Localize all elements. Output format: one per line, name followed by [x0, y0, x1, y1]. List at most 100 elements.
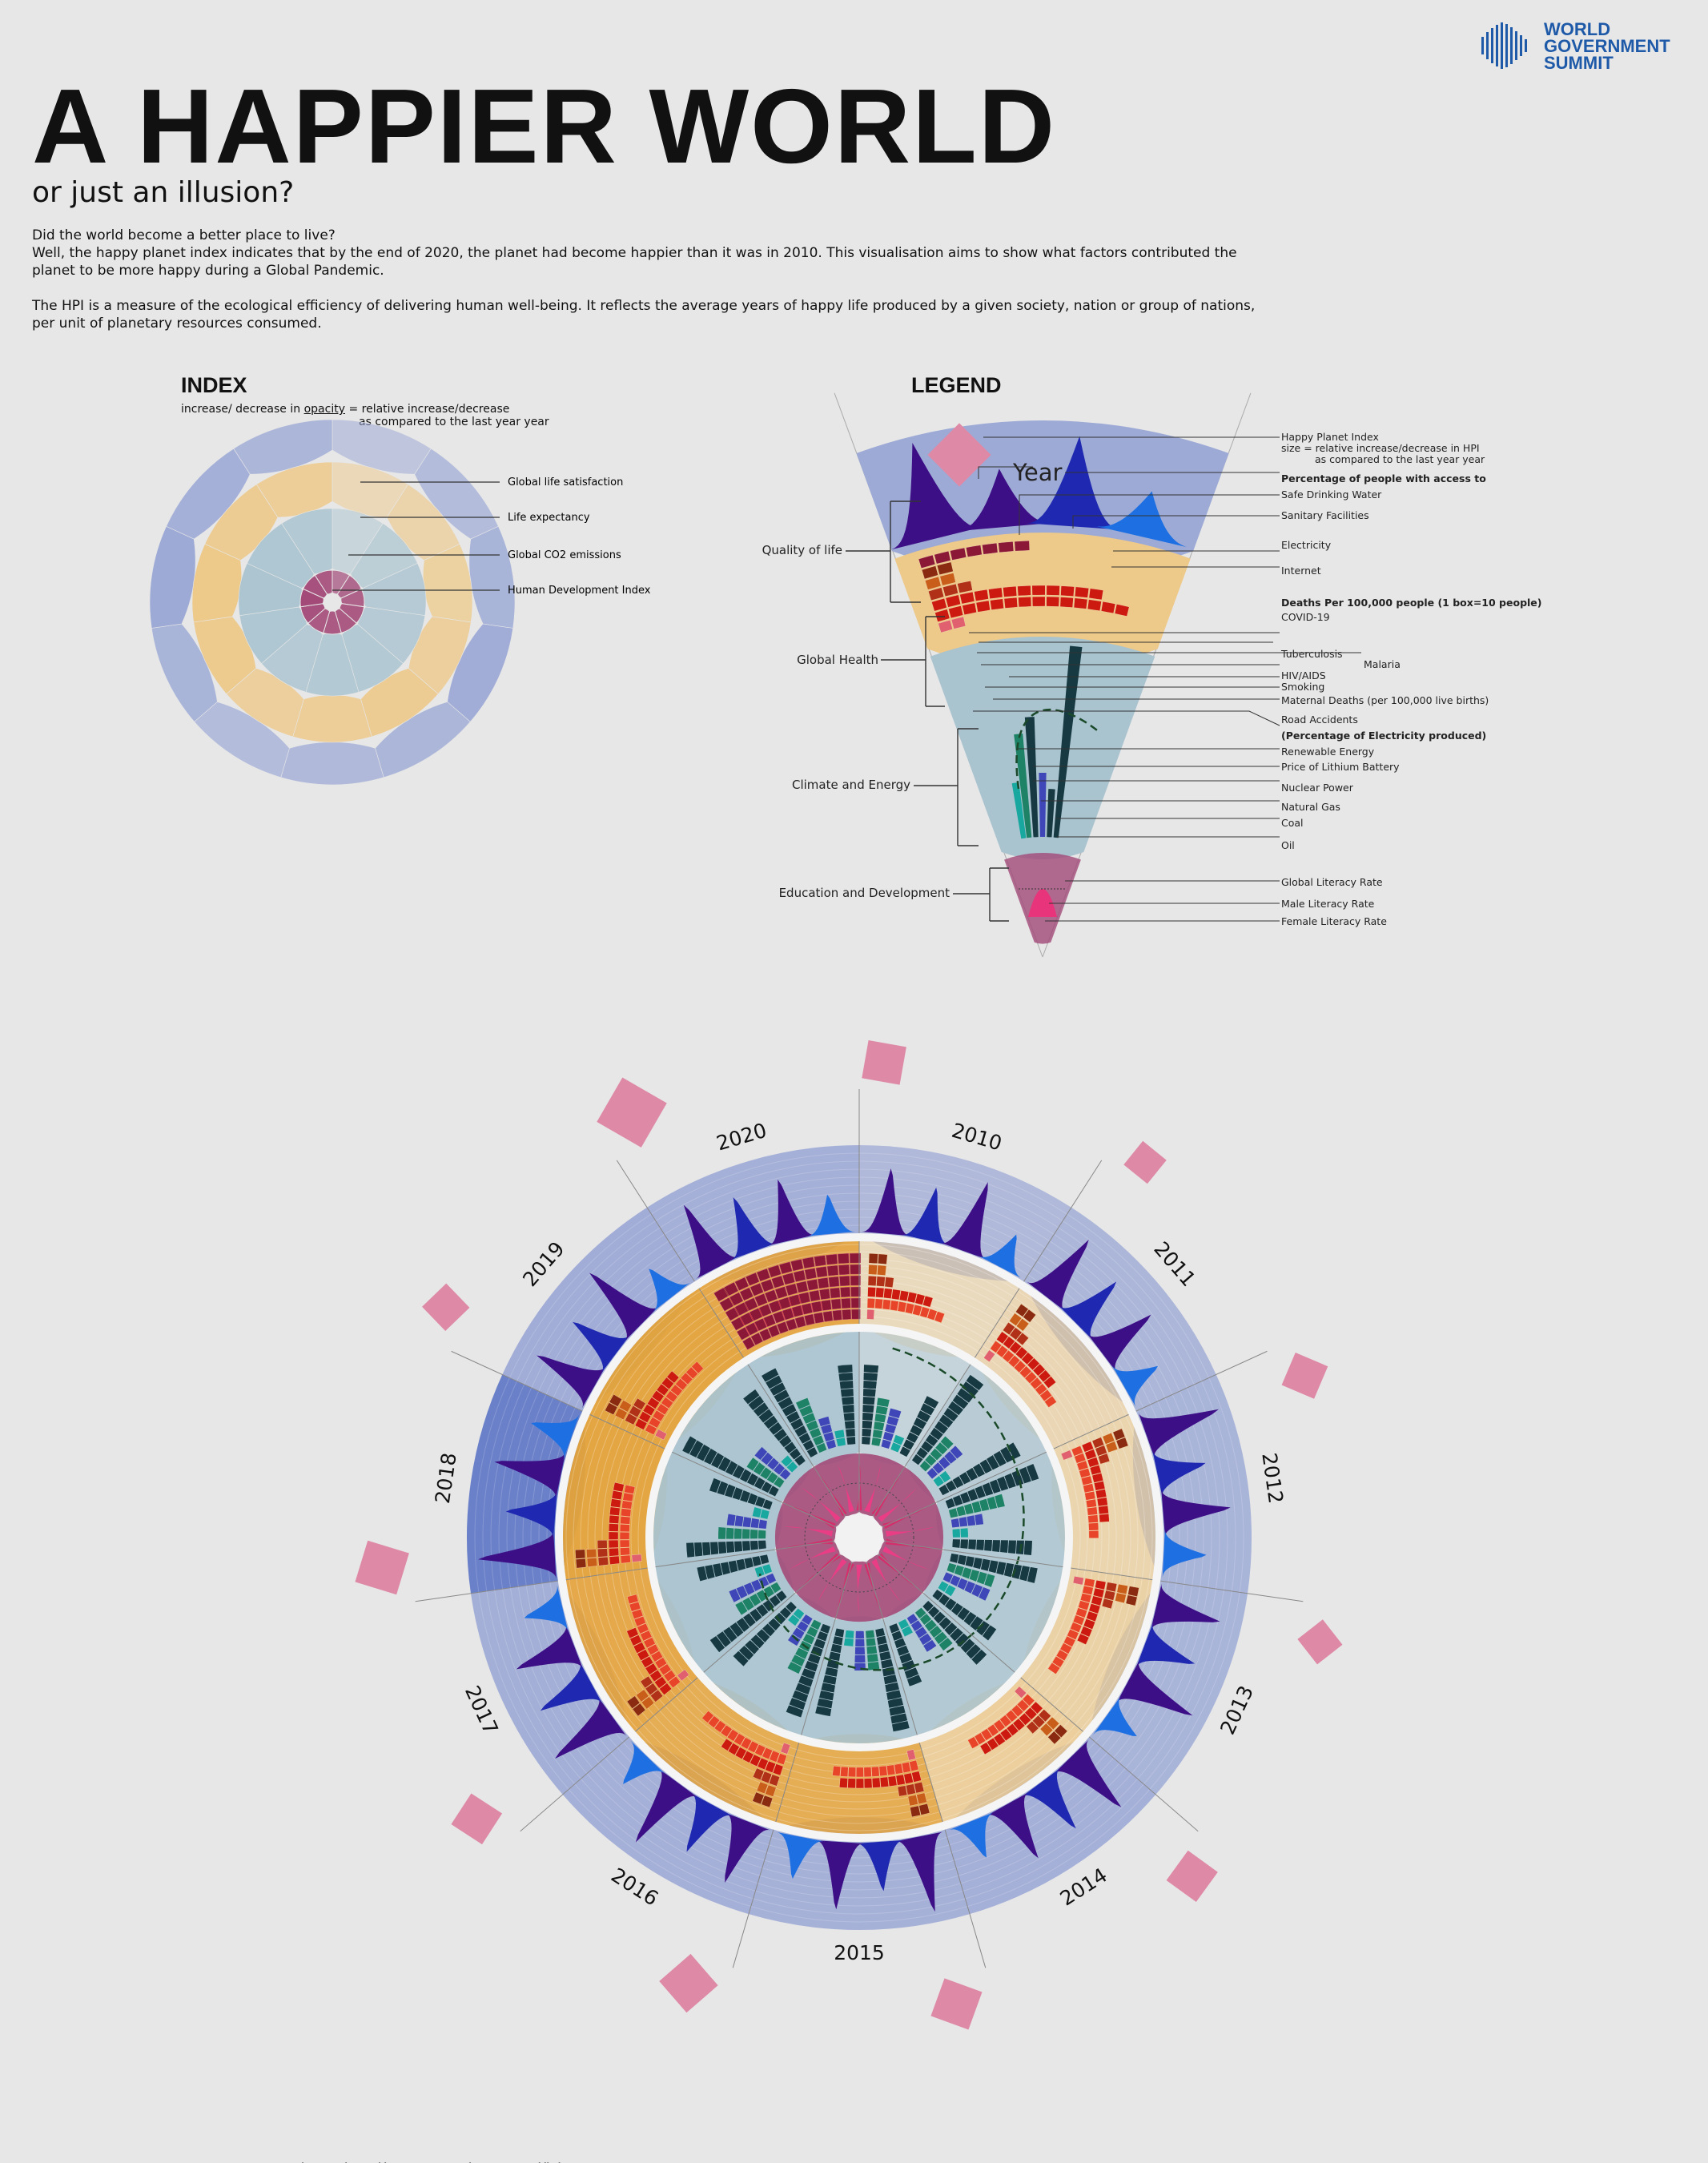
energy-bar-segment — [758, 1519, 767, 1529]
energy-bar-segment — [762, 1499, 773, 1510]
death-box — [1095, 1489, 1107, 1499]
year-dividers — [415, 1089, 1304, 1968]
death-box — [1116, 1583, 1128, 1595]
energy-bar-segment — [945, 1585, 956, 1597]
death-box — [740, 1737, 753, 1750]
covid-box — [830, 1298, 842, 1310]
energy-bar-segment — [758, 1540, 766, 1550]
literacy-petal — [885, 1538, 935, 1549]
death-box — [765, 1760, 777, 1773]
energy-bar-segment — [816, 1442, 827, 1453]
access-peak — [725, 1812, 771, 1884]
ring-separator — [645, 1324, 1073, 1751]
death-box — [663, 1670, 677, 1683]
access-peak — [1138, 1409, 1219, 1458]
year-label: 2020 — [713, 1119, 769, 1156]
death-box — [597, 1548, 609, 1558]
death-box — [967, 1736, 979, 1749]
hdi-ring-segment — [835, 1561, 883, 1622]
energy-bar-segment — [697, 1566, 707, 1582]
access-peak — [731, 1197, 777, 1260]
access-peak — [1161, 1489, 1231, 1538]
energy-bar-segment — [836, 1437, 846, 1447]
death-box — [629, 1405, 642, 1418]
energy-bar-segment — [886, 1416, 899, 1426]
energy-bar-segment — [786, 1602, 797, 1613]
access-peak — [623, 1740, 665, 1784]
energy-bar-segment — [950, 1518, 960, 1528]
death-box — [1080, 1626, 1093, 1638]
energy-bar-segment — [802, 1634, 815, 1645]
death-box — [922, 1295, 934, 1308]
death-box — [757, 1757, 769, 1771]
energy-bar-segment — [705, 1565, 715, 1579]
energy-bar-segment — [810, 1428, 822, 1438]
death-box — [1086, 1498, 1097, 1509]
energy-bar-segment — [786, 1705, 803, 1718]
energy-bar-segment — [1000, 1446, 1014, 1463]
energy-bar-segment — [750, 1518, 760, 1529]
energy-bar-segment — [845, 1630, 854, 1638]
access-peak — [1092, 1695, 1137, 1737]
death-box — [1088, 1522, 1099, 1531]
energy-bar-segment — [989, 1479, 1001, 1494]
energy-bar-segment — [973, 1463, 985, 1478]
hpi-squares — [355, 1040, 1343, 2030]
energy-bar-segment — [709, 1478, 721, 1494]
logo-line-3: SUMMIT — [1544, 53, 1614, 73]
energy-bar-segment — [787, 1662, 802, 1674]
energy-bar-segment — [976, 1571, 987, 1585]
energy-bar-segment — [928, 1606, 940, 1618]
death-box — [1079, 1593, 1092, 1603]
legend-energy-bar — [1053, 645, 1083, 838]
covid-box — [734, 1302, 749, 1317]
access-peak — [777, 1831, 824, 1880]
energy-bar-segment — [760, 1509, 770, 1519]
covid-box — [837, 1252, 850, 1264]
death-box — [1088, 1603, 1101, 1614]
death-box — [995, 1345, 1009, 1358]
energy-bar-segment — [748, 1396, 765, 1411]
covid-box — [782, 1272, 796, 1285]
ring-separator — [555, 1233, 1163, 1842]
energy-bar-segment — [964, 1581, 975, 1594]
energy-bar-segment — [742, 1541, 750, 1551]
death-box — [638, 1411, 652, 1423]
energy-bar-segment — [862, 1421, 873, 1429]
energy-bar-segment — [973, 1557, 983, 1570]
quality-ring-segment — [562, 1736, 774, 1915]
energy-bar-segment — [738, 1645, 754, 1661]
intro-paragraph-2: The HPI is a measure of the ecological e… — [32, 298, 1256, 332]
death-box — [866, 1297, 876, 1309]
covid-box — [745, 1322, 758, 1336]
death-box — [643, 1637, 656, 1649]
energy-bar-segment — [762, 1368, 779, 1382]
literacy-petal — [790, 1546, 836, 1570]
index-heading: INDEX — [181, 373, 247, 397]
energy-bar-segment — [686, 1542, 695, 1558]
energy-bar-segment — [881, 1439, 891, 1449]
energy-bar-segment — [1003, 1562, 1015, 1578]
death-box — [839, 1777, 848, 1788]
index-diagram: Global life satisfaction Life expectancy… — [149, 419, 651, 786]
death-box — [890, 1300, 899, 1312]
death-box — [734, 1747, 747, 1759]
energy-bar-segment — [946, 1562, 957, 1574]
access-peak — [516, 1623, 583, 1670]
death-box — [776, 1753, 787, 1766]
energy-bar-segment — [760, 1467, 772, 1480]
energy-bar-segment — [766, 1375, 782, 1389]
death-box — [747, 1740, 759, 1754]
energy-bar-segment — [792, 1627, 805, 1639]
death-box — [1046, 1716, 1060, 1731]
death-box — [632, 1703, 646, 1717]
energy-bar-segment — [893, 1434, 905, 1445]
legend-death-box — [959, 591, 975, 605]
energy-bar-segment — [952, 1394, 969, 1409]
energy-bar-segment — [871, 1437, 882, 1446]
energy-bar-segment — [774, 1389, 790, 1403]
covid-box — [767, 1264, 782, 1278]
covid-box — [819, 1289, 830, 1301]
death-box — [868, 1264, 878, 1275]
hpi-square — [597, 1077, 667, 1148]
